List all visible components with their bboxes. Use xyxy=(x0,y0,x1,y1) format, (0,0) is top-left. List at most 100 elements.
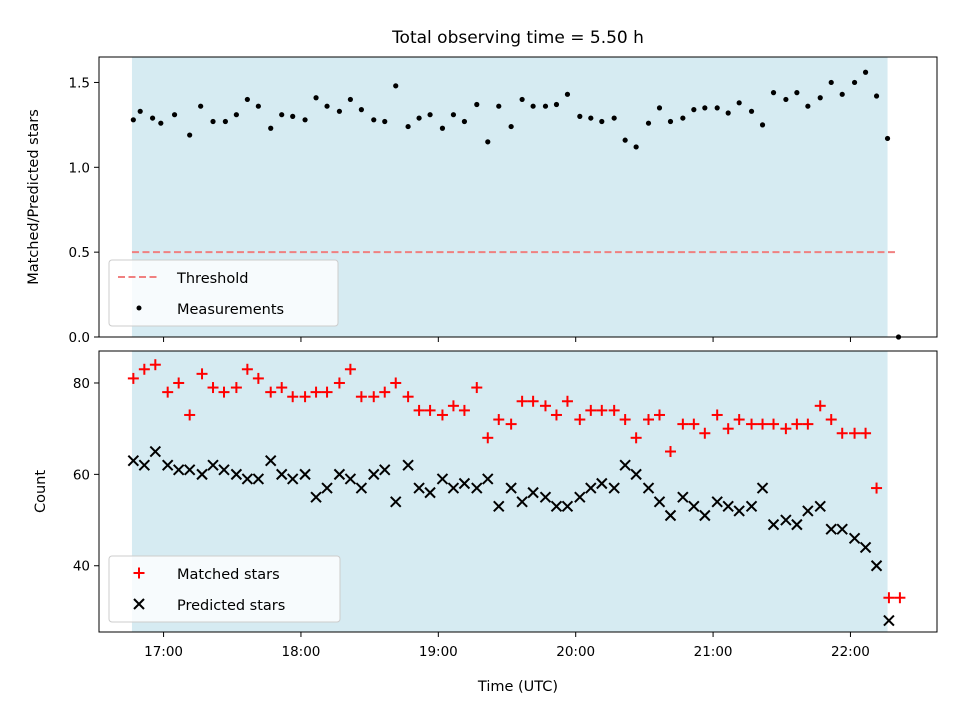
legend-predicted-label: Predicted stars xyxy=(177,598,285,614)
matched-star-point xyxy=(321,386,333,398)
x-stroke xyxy=(767,518,780,531)
x-stroke xyxy=(183,464,196,476)
matched-star-point xyxy=(630,432,642,444)
measurement-point xyxy=(347,96,353,103)
chart-title: Total observing time = 5.50 h xyxy=(391,28,644,48)
ratio-x-ticks xyxy=(163,337,851,342)
matched-star-point xyxy=(230,382,242,394)
measurement-point xyxy=(828,79,834,86)
predicted-star-point xyxy=(848,532,861,545)
predicted-star-point xyxy=(688,500,700,513)
predicted-star-point xyxy=(196,468,208,481)
x-tick-label: 22:00 xyxy=(831,644,870,660)
measurement-point xyxy=(461,118,468,125)
x-stroke xyxy=(493,500,505,513)
predicted-star-point xyxy=(585,482,597,494)
matched-star-point xyxy=(149,359,161,371)
matched-stars-points xyxy=(127,359,906,604)
measurement-point xyxy=(851,79,858,86)
matched-star-point xyxy=(836,427,848,439)
measurement-point xyxy=(805,103,811,109)
y-tick-label: 80 xyxy=(73,376,90,392)
predicted-star-point xyxy=(630,468,642,481)
x-stroke xyxy=(836,523,848,535)
x-stroke xyxy=(780,514,792,526)
matched-star-point xyxy=(791,418,803,430)
x-stroke xyxy=(619,459,631,471)
matched-star-point xyxy=(265,386,277,398)
predicted-star-point xyxy=(344,473,357,485)
predicted-star-point xyxy=(413,482,425,494)
predicted-star-point xyxy=(527,486,539,499)
matched-star-point xyxy=(860,427,872,439)
x-stroke xyxy=(642,482,655,494)
matched-star-point xyxy=(402,391,414,403)
predicted-star-point xyxy=(699,509,711,522)
predicted-star-point xyxy=(814,500,826,513)
predicted-star-point xyxy=(722,500,734,513)
measurement-point xyxy=(255,103,261,109)
matched-star-point xyxy=(883,592,895,604)
predicted-star-point xyxy=(321,482,333,494)
predicted-star-point xyxy=(596,477,608,490)
measurement-point xyxy=(577,113,583,119)
x-stroke xyxy=(196,468,208,481)
measurement-point xyxy=(736,100,742,106)
matched-star-point xyxy=(458,404,470,416)
matched-star-point xyxy=(539,400,551,412)
measurement-point xyxy=(725,110,731,116)
legend-matched-label: Matched stars xyxy=(177,567,280,583)
matched-star-point xyxy=(162,386,174,398)
measurement-point xyxy=(450,112,457,118)
measurement-point xyxy=(656,105,663,111)
predicted-star-point xyxy=(711,496,723,508)
x-tick-label: 20:00 xyxy=(556,644,595,660)
measurement-point xyxy=(884,135,891,142)
matched-star-point xyxy=(780,423,792,435)
x-stroke xyxy=(230,468,243,481)
measurement-point xyxy=(416,115,422,121)
measurement-point xyxy=(783,96,789,103)
predicted-star-point xyxy=(402,459,414,471)
predicted-star-point xyxy=(836,523,848,535)
x-stroke xyxy=(413,482,425,494)
predicted-star-point xyxy=(802,505,814,517)
measurement-point xyxy=(210,118,216,125)
x-stroke xyxy=(527,486,539,499)
matched-star-point xyxy=(138,363,150,375)
measurement-point xyxy=(588,115,594,121)
predicted-stars-points xyxy=(127,445,895,627)
predicted-star-point xyxy=(447,482,460,494)
measurement-point xyxy=(702,105,708,111)
predicted-star-point xyxy=(619,459,631,471)
predicted-star-point xyxy=(230,468,243,481)
x-stroke xyxy=(368,468,380,481)
measurement-point xyxy=(290,113,296,119)
matched-star-point xyxy=(757,418,769,430)
x-stroke xyxy=(344,473,357,485)
x-stroke xyxy=(207,459,219,471)
measurement-point xyxy=(358,107,364,113)
matched-star-point xyxy=(574,414,586,426)
matched-star-point xyxy=(276,382,288,394)
predicted-star-point xyxy=(677,491,689,503)
legend-measurements-swatch xyxy=(136,305,142,311)
predicted-star-point xyxy=(149,445,162,458)
measurement-point xyxy=(496,103,502,109)
measurement-point xyxy=(817,95,823,101)
ratio-legend-box xyxy=(108,259,339,327)
measurement-point xyxy=(770,90,777,96)
matched-star-point xyxy=(722,423,734,435)
x-stroke xyxy=(390,496,402,508)
matched-star-point xyxy=(355,391,367,403)
matched-star-point xyxy=(493,414,505,426)
measurement-point xyxy=(137,108,143,114)
measurement-point xyxy=(542,103,549,109)
x-stroke xyxy=(711,496,723,508)
predicted-star-point xyxy=(505,482,517,494)
matched-star-point xyxy=(653,409,665,421)
ratio-panel-frame xyxy=(98,56,938,338)
matched-star-point xyxy=(127,372,139,384)
measurement-point xyxy=(839,91,845,97)
matched-star-point xyxy=(527,395,539,407)
